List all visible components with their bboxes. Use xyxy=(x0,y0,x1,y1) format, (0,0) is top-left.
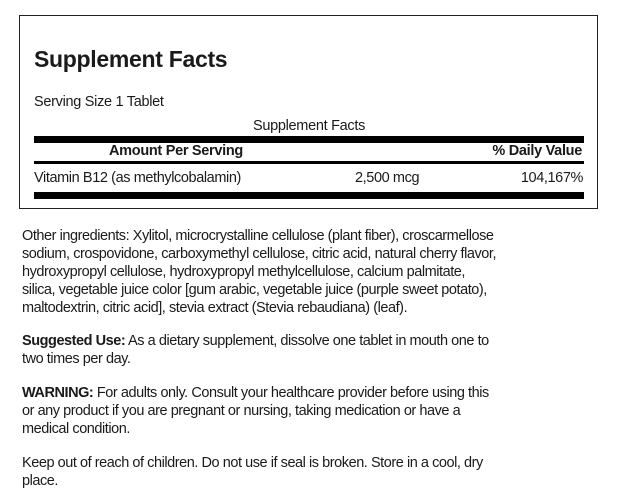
header-daily-value: % Daily Value xyxy=(492,143,582,159)
text-line: or any product if you are pregnant or nu… xyxy=(22,403,461,419)
text-line: maltodextrin, citric acid], stevia extra… xyxy=(22,300,408,316)
table-caption: Supplement Facts xyxy=(252,118,366,134)
text-line: WARNING: For adults only. Consult your h… xyxy=(22,384,489,402)
text-line: sodium, crospovidone, carboxymethyl cell… xyxy=(22,246,497,262)
text-line: hydroxypropyl cellulose, hydroxypropyl m… xyxy=(22,264,465,280)
text-line: place. xyxy=(22,473,58,489)
text-line: Other ingredients: Xylitol, microcrystal… xyxy=(22,228,494,244)
text: As a dietary supplement, dissolve one ta… xyxy=(125,333,489,349)
text-line: Keep out of reach of children. Do not us… xyxy=(22,455,483,471)
thin-divider xyxy=(34,161,584,164)
suggested-use-label: Suggested Use: xyxy=(22,333,126,349)
thick-divider-bottom xyxy=(34,192,584,199)
header-amount-per-serving: Amount Per Serving xyxy=(109,143,243,159)
text-line: medical condition. xyxy=(22,421,130,437)
other-ingredients: Other ingredients: Xylitol, microcrystal… xyxy=(22,227,496,317)
nutrient-name: Vitamin B12 (as methylcobalamin) xyxy=(34,170,241,186)
warning-label: WARNING: xyxy=(22,385,94,401)
supplement-facts-panel: Supplement Facts Serving Size 1 Tablet S… xyxy=(19,15,598,209)
nutrient-amount: 2,500 mcg xyxy=(355,170,420,186)
suggested-use: Suggested Use: As a dietary supplement, … xyxy=(22,332,489,368)
text-line: two times per day. xyxy=(22,351,131,367)
thick-divider xyxy=(34,136,584,143)
panel-title: Supplement Facts xyxy=(34,46,228,72)
storage-instructions: Keep out of reach of children. Do not us… xyxy=(22,454,483,490)
nutrient-daily-value: 104,167% xyxy=(520,170,584,186)
serving-size: Serving Size 1 Tablet xyxy=(34,94,164,110)
warning: WARNING: For adults only. Consult your h… xyxy=(22,384,489,438)
text-line: silica, vegetable juice color [gum arabi… xyxy=(22,282,487,298)
text-line: Suggested Use: As a dietary supplement, … xyxy=(22,332,489,350)
text: For adults only. Consult your healthcare… xyxy=(93,385,489,401)
